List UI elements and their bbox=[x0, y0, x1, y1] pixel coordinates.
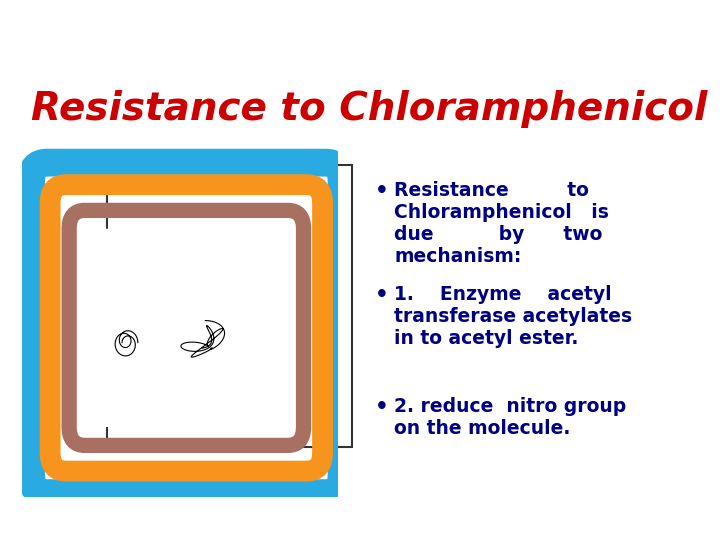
FancyBboxPatch shape bbox=[107, 165, 352, 447]
Text: Resistance to Chloramphenicol: Resistance to Chloramphenicol bbox=[31, 90, 707, 128]
FancyBboxPatch shape bbox=[85, 229, 288, 427]
Text: •: • bbox=[374, 181, 388, 201]
Text: 2. reduce  nitro group
on the molecule.: 2. reduce nitro group on the molecule. bbox=[394, 397, 626, 438]
Text: •: • bbox=[374, 285, 388, 305]
Text: •: • bbox=[374, 397, 388, 417]
Text: Resistance         to
Chloramphenicol   is
due          by      two
mechanism:: Resistance to Chloramphenicol is due by … bbox=[394, 181, 609, 266]
Text: 1.    Enzyme    acetyl
transferase acetylates
in to acetyl ester.: 1. Enzyme acetyl transferase acetylates … bbox=[394, 285, 632, 348]
